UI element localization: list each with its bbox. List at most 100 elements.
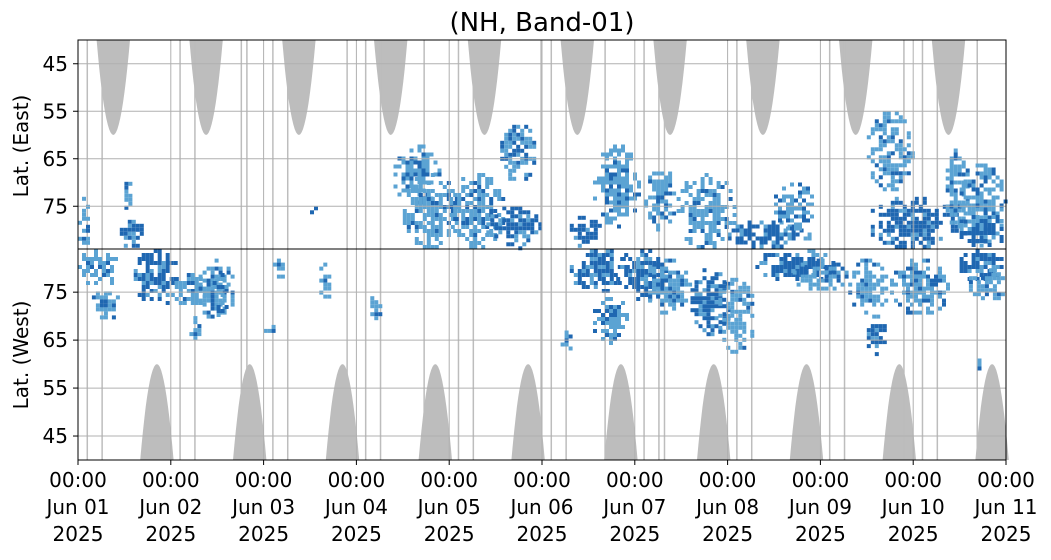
blue-data-cell — [413, 168, 418, 173]
blue-data-cell — [504, 152, 509, 157]
blue-data-cell — [700, 225, 705, 229]
blue-data-cell — [692, 205, 697, 209]
blue-data-cell — [581, 285, 586, 289]
blue-data-cell — [216, 309, 221, 313]
blue-data-cell — [473, 189, 478, 193]
blue-data-cell — [402, 213, 407, 217]
blue-data-cell — [806, 210, 810, 215]
blue-data-cell — [664, 199, 669, 204]
blue-data-cell — [197, 332, 202, 337]
blue-data-cell — [794, 226, 798, 231]
blue-data-cell — [755, 236, 760, 241]
blue-data-cluster — [133, 249, 178, 305]
blue-data-cell — [522, 226, 527, 231]
blue-data-cell — [870, 208, 875, 213]
blue-data-cell — [430, 225, 435, 229]
blue-data-cell — [983, 203, 988, 208]
blue-data-cell — [732, 213, 737, 217]
blue-data-cell — [131, 243, 136, 248]
blue-data-cell — [405, 160, 410, 165]
blue-data-cell — [684, 237, 689, 241]
blue-data-cell — [714, 304, 719, 309]
blue-data-cell — [738, 345, 743, 350]
blue-data-cell — [613, 309, 617, 313]
blue-data-cell — [522, 210, 527, 215]
blue-data-cell — [742, 345, 747, 350]
blue-data-cell — [730, 301, 735, 306]
blue-data-cell — [82, 240, 86, 245]
blue-data-cell — [712, 201, 717, 205]
blue-data-cell — [370, 312, 375, 317]
blue-data-cell — [106, 253, 110, 257]
blue-data-cell — [953, 192, 958, 197]
blue-data-cell — [914, 310, 918, 315]
blue-data-cell — [593, 253, 598, 257]
blue-data-cell — [449, 201, 454, 205]
blue-data-cell — [812, 270, 817, 275]
blue-data-cell — [99, 303, 104, 308]
blue-data-cell — [664, 310, 669, 315]
blue-data-cell — [165, 285, 170, 289]
blue-data-cell — [656, 183, 661, 188]
blue-data-cell — [938, 266, 942, 271]
blue-data-cell — [795, 257, 800, 261]
blue-data-cell — [878, 183, 883, 188]
blue-data-cell — [815, 253, 820, 257]
blue-data-cell — [438, 225, 443, 229]
blue-data-cell — [987, 191, 992, 196]
blue-data-cell — [975, 253, 980, 257]
blue-data-cell — [726, 308, 731, 313]
blue-data-cell — [694, 300, 699, 305]
blue-data-cell — [433, 172, 438, 177]
blue-data-cell — [880, 302, 885, 307]
blue-data-cell — [220, 285, 225, 289]
blue-data-cell — [434, 229, 439, 233]
blue-data-cell — [111, 303, 116, 308]
blue-data-cell — [672, 258, 677, 263]
blue-data-cell — [410, 185, 415, 189]
blue-data-cell — [512, 132, 517, 137]
blue-data-cell — [852, 270, 857, 275]
blue-data-cell — [949, 164, 954, 169]
blue-data-cell — [726, 317, 731, 322]
blue-data-cell — [450, 209, 455, 213]
blue-data-cell — [676, 286, 681, 291]
blue-data-cell — [214, 302, 219, 307]
blue-data-cell — [426, 189, 431, 193]
blue-data-cell — [930, 310, 934, 315]
blue-data-cell — [971, 239, 976, 243]
blue-data-cell — [886, 151, 891, 156]
blue-data-cell — [957, 208, 962, 213]
blue-data-cell — [983, 231, 988, 235]
blue-data-cell — [656, 223, 661, 228]
blue-data-cell — [141, 293, 146, 297]
blue-data-cell — [624, 273, 629, 277]
blue-data-cell — [613, 313, 617, 317]
blue-data-cell — [942, 212, 947, 217]
blue-data-cell — [530, 226, 535, 231]
blue-data-cell — [971, 187, 976, 192]
blue-data-cell — [504, 136, 509, 141]
blue-data-cell — [983, 179, 988, 184]
blue-data-cell — [656, 227, 661, 232]
blue-data-cell — [581, 281, 586, 285]
blue-data-cell — [374, 304, 379, 309]
blue-data-cell — [568, 334, 573, 339]
blue-data-cell — [983, 207, 988, 212]
blue-data-cell — [704, 221, 709, 225]
blue-data-cell — [393, 184, 398, 189]
blue-data-cell — [790, 226, 794, 231]
blue-data-cell — [700, 221, 705, 225]
blue-data-cell — [625, 172, 629, 177]
blue-data-cell — [738, 313, 743, 318]
blue-data-cell — [898, 208, 903, 213]
blue-data-cell — [882, 111, 887, 116]
blue-data-cell — [706, 284, 711, 289]
blue-data-cell — [730, 321, 735, 326]
blue-data-cell — [461, 177, 466, 181]
blue-data-cell — [996, 272, 1001, 277]
blue-data-cluster — [890, 258, 950, 315]
blue-data-cell — [141, 253, 146, 257]
blue-data-cell — [874, 123, 879, 128]
blue-data-cell — [926, 266, 930, 271]
